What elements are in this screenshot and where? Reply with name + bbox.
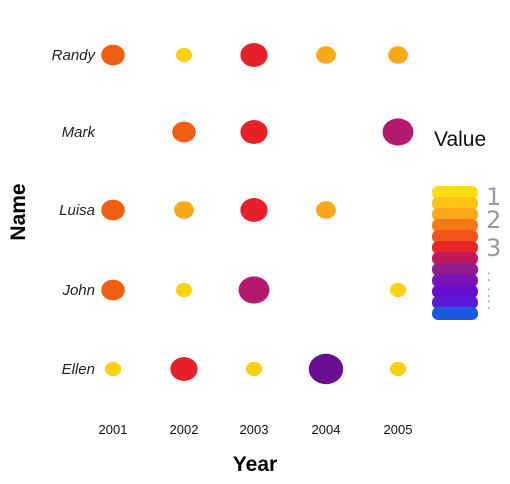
- legend-swatch-12: [432, 307, 478, 320]
- legend-label-5: :: [486, 282, 491, 301]
- data-points: [101, 43, 414, 385]
- legend-swatch-2: [432, 197, 478, 210]
- y-tick-label-mark: Mark: [62, 124, 97, 141]
- legend-label-3: 3: [486, 234, 501, 262]
- legend-label-2: 2: [486, 206, 501, 234]
- legend-swatch-8: [432, 263, 478, 276]
- point-luisa-2001: [101, 199, 125, 221]
- y-tick-label-luisa: Luisa: [59, 202, 95, 219]
- y-tick-labels: Randy Mark Luisa John Ellen: [52, 47, 97, 378]
- legend-swatch-1: [432, 186, 478, 199]
- legend-label-4: :: [486, 266, 491, 285]
- point-ellen-2002: [170, 357, 198, 381]
- point-luisa-2004: [316, 201, 336, 219]
- legend-swatch-11: [432, 296, 478, 309]
- point-randy-2005: [388, 46, 408, 64]
- point-ellen-2004: [308, 353, 344, 385]
- point-john-2005: [389, 282, 407, 298]
- point-luisa-2002: [174, 201, 194, 219]
- legend-label-6: :: [486, 294, 491, 313]
- point-randy-2004: [316, 46, 336, 64]
- point-luisa-2003: [240, 198, 268, 222]
- x-tick-labels: 2001 2002 2003 2004 2005: [99, 422, 413, 437]
- point-john-2002: [175, 282, 193, 298]
- legend-swatch-10: [432, 285, 478, 298]
- x-tick-label-2003: 2003: [240, 422, 269, 437]
- x-tick-label-2005: 2005: [384, 422, 413, 437]
- point-john-2001: [101, 279, 125, 301]
- point-randy-2003: [240, 43, 268, 67]
- legend-swatch-3: [432, 208, 478, 221]
- point-randy-2001: [101, 44, 125, 66]
- x-tick-label-2001: 2001: [99, 422, 128, 437]
- y-tick-label-john: John: [61, 282, 95, 299]
- point-randy-2002: [175, 47, 193, 63]
- x-tick-label-2004: 2004: [312, 422, 341, 437]
- point-ellen-2001: [104, 361, 122, 377]
- legend-color-bar: [432, 186, 478, 320]
- point-ellen-2005: [389, 361, 407, 377]
- y-axis-title: Name: [7, 183, 30, 240]
- x-tick-label-2002: 2002: [170, 422, 199, 437]
- y-tick-label-randy: Randy: [52, 47, 97, 64]
- point-mark-2002: [172, 121, 196, 143]
- legend-swatch-7: [432, 252, 478, 265]
- point-ellen-2003: [245, 361, 263, 377]
- point-mark-2005: [382, 118, 414, 146]
- point-mark-2003: [240, 120, 268, 144]
- legend: Value 123:::: [432, 128, 501, 320]
- legend-title: Value: [434, 128, 486, 151]
- legend-label-1: 1: [486, 183, 501, 211]
- legend-swatch-4: [432, 219, 478, 232]
- point-john-2003: [238, 276, 270, 304]
- x-axis-title: Year: [233, 453, 277, 476]
- legend-swatch-6: [432, 241, 478, 254]
- legend-labels: 123:::: [486, 183, 501, 313]
- y-tick-label-ellen: Ellen: [62, 361, 95, 378]
- legend-swatch-9: [432, 274, 478, 287]
- legend-swatch-5: [432, 230, 478, 243]
